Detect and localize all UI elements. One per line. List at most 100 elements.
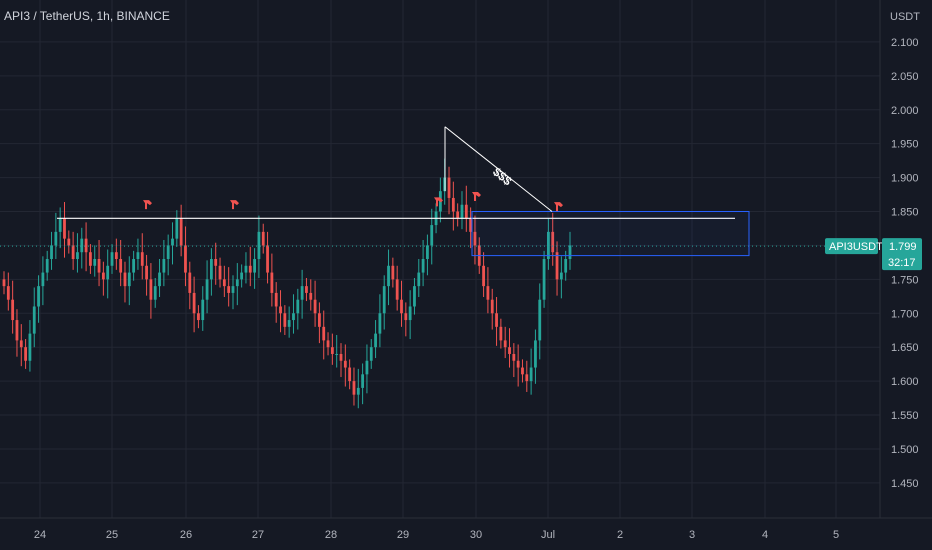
candle-body <box>218 265 222 280</box>
candle-body <box>123 272 127 287</box>
candle-body <box>140 252 144 266</box>
last-price-tag <box>882 238 922 271</box>
price-tick-label: 1.600 <box>891 376 919 388</box>
candle-body <box>287 320 291 327</box>
candle-body <box>369 347 373 361</box>
time-tick-label: 4 <box>762 529 768 541</box>
time-tick-label: 30 <box>470 529 482 541</box>
candle-body <box>551 231 555 253</box>
candle-body <box>71 245 75 259</box>
time-tick-label: 3 <box>689 529 695 541</box>
candle-body <box>45 259 49 273</box>
candle-body <box>166 245 170 259</box>
candle-body <box>201 299 205 321</box>
candle-body <box>28 333 32 361</box>
candle-body <box>400 299 403 314</box>
candle-body <box>417 272 421 287</box>
candle-body <box>240 272 244 280</box>
candle-body <box>197 313 200 321</box>
candle-body <box>76 252 79 259</box>
candle-body <box>512 353 516 361</box>
candle-body <box>97 259 101 273</box>
trend-line[interactable] <box>444 126 553 212</box>
time-tick-label: Jul <box>541 529 555 541</box>
candle-body <box>447 177 451 198</box>
candle-body <box>11 299 15 321</box>
candle-body <box>153 286 157 300</box>
candle-body <box>490 299 494 314</box>
candle-body <box>205 279 209 300</box>
candle-body <box>529 367 533 382</box>
candle-body <box>296 299 300 314</box>
price-tick-label: 1.700 <box>891 308 919 320</box>
last-price-value: 1.799 <box>889 241 917 253</box>
price-tick-label: 1.500 <box>891 444 919 456</box>
candle-body <box>270 272 274 293</box>
candle-body <box>305 286 308 293</box>
time-tick-label: 24 <box>34 529 46 541</box>
candle-body <box>114 252 118 259</box>
candle-body <box>495 313 498 327</box>
candle-body <box>235 279 239 287</box>
price-tick-label: 1.450 <box>891 478 919 490</box>
candle-body <box>93 259 97 266</box>
top-markers <box>143 191 563 212</box>
time-tick-label: 26 <box>180 529 192 541</box>
supply-zone-rectangle[interactable] <box>471 211 750 257</box>
candle-body <box>521 367 524 375</box>
candle-body <box>24 347 28 361</box>
candle-body <box>542 259 546 300</box>
time-tick-label: 27 <box>252 529 264 541</box>
price-tick-label: 2.000 <box>891 105 919 117</box>
candle-body <box>313 299 317 314</box>
candle-body <box>261 231 265 246</box>
price-tick-label: 1.950 <box>891 139 919 151</box>
candle-body <box>188 272 192 293</box>
candle-body <box>469 218 473 232</box>
candle-body <box>41 272 45 287</box>
candle-body <box>318 313 321 327</box>
candle-body <box>378 313 382 334</box>
candle-body <box>222 279 226 287</box>
candle-body <box>257 231 261 259</box>
candle-body <box>19 340 23 348</box>
candlestick-series <box>2 158 572 409</box>
candle-body <box>326 340 330 348</box>
candle-body <box>387 265 390 287</box>
candle-body <box>149 279 153 300</box>
candle-body <box>214 259 218 266</box>
candle-body <box>6 286 10 300</box>
candle-body <box>382 286 386 314</box>
candle-body <box>274 292 278 307</box>
bar-countdown: 32:17 <box>888 257 916 269</box>
candle-body <box>482 265 485 287</box>
candle-body <box>162 259 166 273</box>
candle-body <box>15 320 19 341</box>
symbol-title: API3 / TetherUS, 1h, BINANCE <box>4 9 170 23</box>
candle-body <box>546 231 550 259</box>
time-tick-label: 28 <box>325 529 337 541</box>
price-tick-label: 1.850 <box>891 207 919 219</box>
time-tick-label: 25 <box>106 529 118 541</box>
candle-body <box>430 225 434 246</box>
symbol-tag-label: API3USDT <box>829 241 883 253</box>
candle-body <box>279 306 282 314</box>
candle-body <box>404 313 408 321</box>
candle-body <box>158 272 161 287</box>
candle-body <box>292 313 295 321</box>
candle-body <box>343 360 347 368</box>
candle-body <box>486 286 490 300</box>
candle-body <box>374 333 377 348</box>
top-marker-icon <box>143 200 152 210</box>
candle-body <box>231 286 235 293</box>
candle-body <box>339 353 343 361</box>
candle-body <box>330 347 334 354</box>
price-tick-label: 2.100 <box>891 37 919 49</box>
candle-body <box>559 272 563 280</box>
candle-body <box>300 286 304 300</box>
candle-body <box>564 259 568 273</box>
time-tick-label: 2 <box>617 529 623 541</box>
candle-body <box>244 265 248 273</box>
